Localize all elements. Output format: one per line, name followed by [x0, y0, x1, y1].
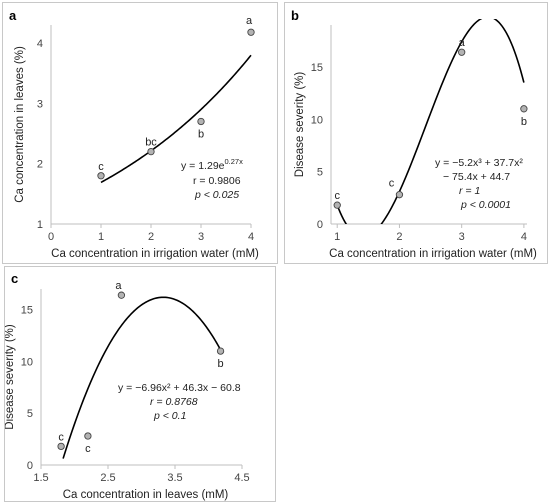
significance-letter-b: c [334, 190, 340, 202]
data-point-c [216, 347, 225, 355]
significance-letter-c: b [217, 358, 223, 370]
equation-line-a: y = 1.29e0.27x [181, 157, 243, 172]
data-point-b [395, 191, 404, 199]
y-axis-label-b: Disease severity (%) [294, 72, 306, 178]
equation-line-c: r = 0.8768 [150, 396, 198, 408]
significance-letter-a: b [198, 128, 204, 140]
equation-main: y = 1.29e [181, 160, 225, 172]
data-point-c [84, 432, 92, 440]
equation-exponent: 0.27x [225, 157, 244, 166]
data-point-c [117, 291, 126, 299]
data-point-a [247, 28, 255, 36]
equation-line-b: − 75.4x + 44.7 [443, 171, 510, 183]
x-tick-label-b: 2 [396, 231, 402, 243]
equation-line-b: p < 0.0001 [460, 199, 511, 211]
equation-p-a: p < 0.025 [194, 189, 239, 201]
equation-line-c: y = −6.96x² + 46.3x − 60.8 [118, 382, 241, 394]
panel-b: b 1 2 3 4 0 5 10 15 Ca concentration in irrigati… [284, 2, 548, 264]
x-tick-label-c: 3.5 [167, 472, 182, 484]
y-tick-label-b: 10 [311, 114, 323, 126]
x-tick-label-c: 4.5 [234, 472, 249, 484]
significance-letter-c: c [85, 443, 91, 455]
panel-label-b: b [291, 8, 299, 23]
x-tick-label-a: 1 [98, 231, 104, 243]
chart-b: b 1 2 3 4 0 5 10 15 Ca concentration in irrigati… [291, 8, 537, 260]
y-tick-label-c: 5 [27, 408, 33, 420]
y-tick-label-c: 15 [21, 305, 33, 317]
data-point-b [333, 201, 341, 209]
significance-letter-a: a [246, 15, 253, 27]
y-tick-label-b: 0 [317, 219, 323, 231]
equation-line-b: r = 1 [459, 185, 480, 197]
y-axis-label-c: Disease severity (%) [5, 324, 16, 430]
panel-label-a: a [9, 8, 17, 23]
data-point-b [458, 48, 466, 56]
data-point-a [147, 147, 155, 156]
x-tick-label-a: 2 [148, 231, 154, 243]
equation-r-a: r = 0.9806 [193, 175, 241, 187]
significance-letter-c: a [115, 280, 122, 292]
x-tick-label-b: 3 [459, 231, 465, 243]
x-axis-label-a: Ca concentration in irrigation water (mM… [51, 248, 259, 260]
y-tick-label-b: 5 [317, 167, 323, 179]
data-point-c [57, 442, 65, 451]
x-axis-label-c: Ca concentration in leaves (mM) [63, 489, 229, 501]
x-tick-label-c: 2.5 [100, 472, 115, 484]
significance-letter-b: a [459, 37, 466, 49]
y-tick-label-a: 2 [37, 159, 43, 171]
x-tick-label-b: 4 [521, 231, 527, 243]
y-tick-label-c: 0 [27, 460, 33, 472]
x-tick-label-a: 4 [248, 231, 254, 243]
significance-letter-a: bc [145, 137, 157, 149]
equation-line-b: y = −5.2x³ + 37.7x² [435, 157, 523, 169]
data-point-b [520, 105, 528, 113]
y-axis-label-a: Ca concentration in leaves (%) [14, 46, 26, 203]
panel-c: c 1.5 2.5 3.5 4.5 0 5 10 15 Ca concentration in … [4, 266, 276, 502]
x-tick-label-a: 0 [48, 231, 54, 243]
fit-curve-c [62, 296, 222, 459]
significance-letter-b: b [521, 116, 527, 128]
x-tick-label-a: 3 [198, 231, 204, 243]
y-tick-label-b: 15 [311, 62, 323, 74]
y-tick-label-a: 3 [37, 98, 43, 110]
panel-a: a 0 1 2 3 4 1 2 3 4 Ca concentration in irrigatio… [2, 2, 278, 264]
significance-letter-b: c [389, 178, 395, 190]
significance-letter-c: c [58, 431, 64, 443]
y-tick-label-a: 1 [37, 219, 43, 231]
x-tick-label-c: 1.5 [33, 472, 48, 484]
fit-curve-a [100, 54, 252, 184]
y-tick-label-a: 4 [37, 38, 43, 50]
chart-c: c 1.5 2.5 3.5 4.5 0 5 10 15 Ca concentration in … [5, 271, 250, 501]
x-axis-label-b: Ca concentration in irrigation water (mM… [329, 248, 537, 260]
significance-letter-a: c [98, 161, 104, 173]
y-tick-label-c: 10 [21, 356, 33, 368]
data-point-a [197, 117, 205, 126]
panel-label-c: c [11, 271, 18, 286]
data-point-a [97, 172, 105, 180]
x-tick-label-b: 1 [334, 231, 340, 243]
equation-line-c: p < 0.1 [153, 410, 186, 422]
fit-curve-b [336, 19, 525, 224]
